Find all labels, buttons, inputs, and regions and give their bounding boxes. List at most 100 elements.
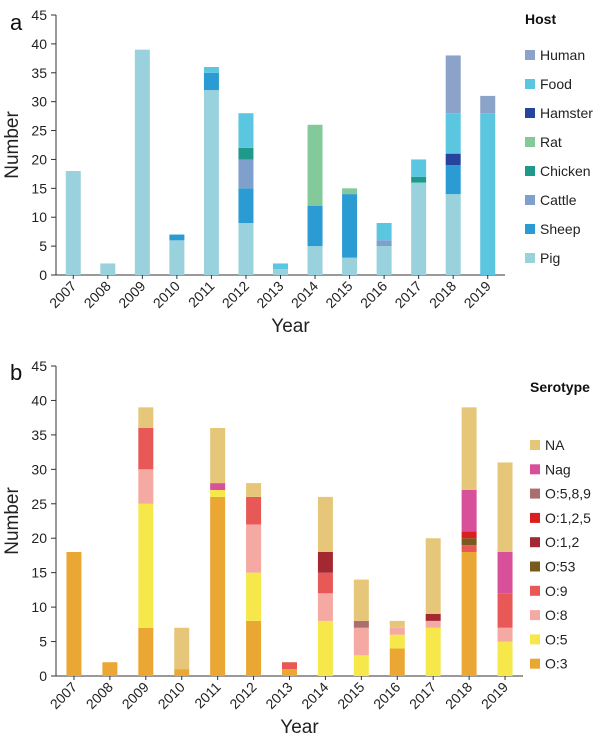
y-tick-label: 5	[39, 634, 47, 650]
bar-segment-na-2016	[389, 620, 405, 628]
y-tick-label: 20	[31, 530, 47, 546]
legend-label: Food	[540, 76, 572, 92]
x-tick-label: 2009	[119, 679, 152, 712]
y-tick-label: 45	[31, 358, 47, 374]
bar-segment-na-2012	[246, 483, 262, 497]
panel-label: b	[10, 360, 22, 385]
legend-label: Human	[540, 47, 585, 63]
legend-swatch	[530, 464, 540, 475]
bar-segment-o-8-2017	[425, 620, 441, 628]
bar-segment-food-2018	[445, 113, 461, 154]
legend-label: O:1,2	[545, 534, 579, 550]
x-tick-label: 2016	[370, 679, 403, 712]
legend-label: O:9	[545, 583, 568, 599]
x-tick-label: 2008	[83, 679, 116, 712]
bar-segment-pig-2012	[238, 223, 254, 275]
legend-swatch	[525, 137, 535, 147]
legend-label: O:8	[545, 607, 568, 623]
legend-swatch	[525, 79, 535, 89]
bar-segment-pig-2008	[100, 263, 116, 275]
legend-label: O:5,8,9	[545, 486, 591, 502]
y-tick-label: 25	[31, 123, 47, 139]
legend-swatch	[530, 610, 540, 621]
bar-segment-o-5-2017	[425, 627, 441, 676]
legend-swatch	[530, 512, 540, 523]
y-tick-label: 25	[31, 496, 47, 512]
x-tick-label: 2013	[253, 278, 286, 311]
legend-swatch	[530, 537, 540, 548]
x-tick-label: 2011	[185, 278, 218, 311]
bar-segment-pig-2013	[273, 269, 288, 275]
x-tick-label: 2007	[47, 679, 80, 712]
bar-segment-cattle-2016	[376, 240, 392, 247]
bar-segment-rat-2015	[342, 188, 358, 195]
bar-segment-o-53-2018	[461, 538, 477, 546]
legend-label: NA	[545, 437, 565, 453]
bar-segment-o-1-2-2017	[425, 614, 441, 621]
x-tick-label: 2010	[155, 679, 188, 712]
y-axis-title: Number	[2, 111, 23, 179]
bar-segment-o-5-2009	[138, 503, 154, 628]
bar-segment-o-8-2015	[353, 627, 369, 656]
x-tick-label: 2018	[426, 278, 459, 311]
bar-segment-o-3-2012	[246, 620, 262, 676]
bar-segment-o-1-2-2014	[317, 552, 333, 573]
bar-segment-food-2012	[238, 113, 254, 148]
y-tick-label: 30	[31, 461, 47, 477]
bar-segment-o-5-2015	[353, 655, 369, 676]
legend-swatch	[525, 195, 535, 205]
bar-segment-na-2015	[353, 579, 369, 621]
panel-label: a	[10, 10, 23, 35]
x-tick-label: 2013	[262, 679, 295, 712]
bar-segment-o-8-2019	[497, 627, 513, 642]
bar-segment-o-3-2009	[138, 627, 154, 676]
bar-segment-human-2019	[480, 95, 496, 114]
x-tick-label: 2015	[322, 278, 355, 311]
bar-segment-o-8-2016	[389, 627, 405, 635]
bar-segment-sheep-2011	[203, 72, 219, 91]
x-tick-label: 2012	[219, 278, 252, 311]
legend-label: Cattle	[540, 192, 577, 208]
legend-label: O:3	[545, 656, 568, 672]
bar-segment-o-3-2011	[210, 496, 226, 676]
bar-segment-pig-2009	[134, 49, 150, 275]
bar-segment-rat-2014	[307, 124, 323, 206]
x-tick-label: 2017	[391, 278, 424, 311]
legend: Serotype NA Nag O:5,8,9 O:1,2,5 O:1,2 O:53 O:9 O…	[530, 379, 591, 672]
legend-label: Rat	[540, 134, 562, 150]
bar-segment-food-2017	[411, 159, 427, 177]
legend-label: O:53	[545, 559, 576, 575]
bar-segment-chicken-2017	[411, 176, 427, 183]
bar-segment-human-2018	[445, 55, 461, 114]
bar-segment-na-2009	[138, 407, 154, 428]
legend-swatch	[525, 253, 535, 263]
x-tick-label: 2009	[115, 278, 148, 311]
legend-swatch	[525, 50, 535, 60]
legend-swatch	[530, 561, 540, 572]
y-tick-label: 15	[31, 565, 47, 581]
bar-segment-nag-2018	[461, 490, 477, 532]
bar-segment-na-2011	[210, 428, 226, 484]
bar-segment-na-2014	[317, 496, 333, 552]
bar-segment-food-2019	[480, 113, 496, 275]
y-tick-label: 5	[39, 238, 47, 254]
bar-segment-o-9-2018	[461, 545, 477, 552]
bar-segment-hamster-2018	[445, 153, 461, 166]
bar-segment-o-3-2010	[174, 669, 190, 676]
legend-swatch	[525, 224, 535, 234]
x-tick-label: 2016	[357, 278, 390, 311]
y-tick-label: 10	[31, 599, 47, 615]
x-axis-title: Year	[271, 316, 310, 337]
y-tick-label: 40	[31, 392, 47, 408]
y-tick-label: 20	[31, 151, 47, 167]
bar-segment-sheep-2010	[169, 234, 185, 241]
legend-swatch	[530, 634, 540, 645]
legend: Host Human Food Hamster Rat Chicken Cattle Shee…	[525, 11, 593, 266]
x-tick-label: 2011	[191, 679, 224, 712]
x-tick-label: 2007	[46, 278, 79, 311]
x-tick-label: 2019	[478, 679, 511, 712]
legend-swatch	[530, 488, 540, 499]
bar-segment-o-3-2013	[282, 669, 297, 676]
